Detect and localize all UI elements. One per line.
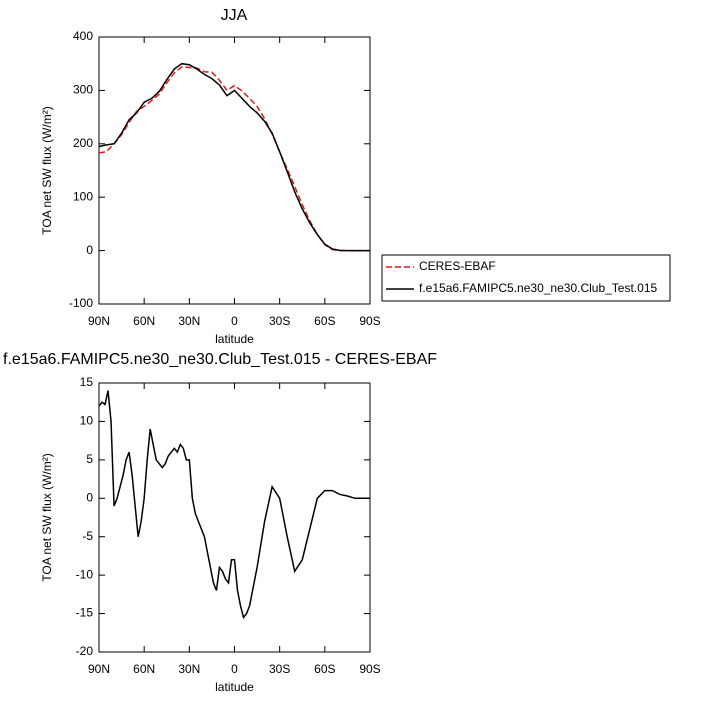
y-tick-label: -20 — [76, 644, 94, 658]
y-tick-label: -5 — [82, 529, 93, 543]
y-tick-label: 5 — [86, 452, 93, 466]
plot-frame — [98, 382, 371, 653]
data-line — [98, 66, 370, 252]
x-tick-label: 90N — [88, 662, 110, 676]
x-tick-label: 0 — [231, 314, 238, 328]
y-tick-label: -15 — [76, 606, 94, 620]
y-tick-label: 10 — [80, 414, 94, 428]
y-tick-label: 15 — [80, 375, 94, 389]
y-tick-label: 0 — [86, 490, 93, 504]
legend-label: CERES-EBAF — [419, 259, 496, 273]
x-tick-label: 30N — [178, 314, 200, 328]
x-tick-label: 30S — [269, 662, 290, 676]
data-line — [98, 62, 370, 252]
y-tick-label: -10 — [76, 567, 94, 581]
chart-title: f.e15a6.FAMIPC5.ne30_ne30.Club_Test.015 … — [3, 351, 437, 368]
y-axis-label: TOA net SW flux (W/m²) — [40, 106, 54, 234]
y-axis-label: TOA net SW flux (W/m²) — [40, 453, 54, 581]
y-tick-label: 200 — [73, 136, 93, 150]
x-tick-label: 90N — [88, 314, 110, 328]
x-tick-label: 90S — [359, 314, 380, 328]
plot-frame — [98, 36, 371, 305]
legend-label: f.e15a6.FAMIPC5.ne30_ne30.Club_Test.015 — [419, 281, 657, 295]
y-tick-label: 0 — [86, 243, 93, 257]
x-tick-label: 60S — [314, 314, 335, 328]
legend-box — [381, 254, 671, 302]
x-tick-label: 60S — [314, 662, 335, 676]
x-tick-label: 30S — [269, 314, 290, 328]
y-tick-label: -100 — [69, 296, 93, 310]
x-tick-label: 60N — [133, 314, 155, 328]
data-line — [98, 390, 370, 620]
x-tick-label: 0 — [231, 662, 238, 676]
x-tick-label: 30N — [178, 662, 200, 676]
x-axis-label: latitude — [215, 680, 254, 694]
chart-title: JJA — [221, 7, 248, 24]
y-tick-label: 400 — [73, 29, 93, 43]
y-tick-label: 100 — [73, 189, 93, 203]
x-axis-label: latitude — [215, 332, 254, 346]
y-tick-label: 300 — [73, 83, 93, 97]
x-tick-label: 60N — [133, 662, 155, 676]
x-tick-label: 90S — [359, 662, 380, 676]
